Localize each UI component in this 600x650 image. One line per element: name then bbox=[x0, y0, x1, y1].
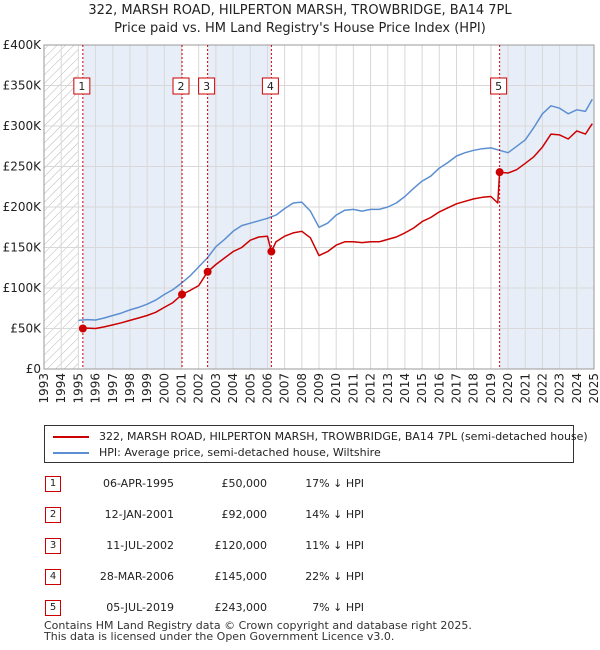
sale-number-badge: 3 bbox=[45, 538, 61, 554]
chart-legend: 322, MARSH ROAD, HILPERTON MARSH, TROWBR… bbox=[44, 425, 588, 463]
legend-item-hpi: HPI: Average price, semi-detached house,… bbox=[53, 445, 381, 461]
sale-hpi-diff: 22% ↓ HPI bbox=[305, 570, 364, 583]
sale-price: £145,000 bbox=[214, 570, 268, 583]
sale-number-badge: 2 bbox=[45, 507, 61, 523]
sale-number-label: 3 bbox=[203, 80, 210, 93]
x-tick-label: 2008 bbox=[295, 373, 309, 404]
chart-title: 322, MARSH ROAD, HILPERTON MARSH, TROWBR… bbox=[0, 2, 600, 38]
x-tick-label: 2007 bbox=[278, 373, 292, 404]
y-tick-label: £150K bbox=[3, 241, 43, 255]
legend-swatch-hpi bbox=[53, 452, 89, 454]
x-tick-label: 2001 bbox=[175, 373, 189, 404]
y-tick-label: £250K bbox=[3, 160, 43, 174]
x-tick-label: 2011 bbox=[346, 373, 360, 404]
sale-number-box bbox=[261, 77, 279, 95]
x-tick-label: 2004 bbox=[226, 373, 240, 404]
hpi-line bbox=[78, 98, 593, 322]
sale-row: 5 05-JUL-2019 £243,000 7% ↓ HPI bbox=[44, 600, 424, 616]
x-tick-label: 2005 bbox=[243, 373, 257, 404]
sale-row: 3 11-JUL-2002 £120,000 11% ↓ HPI bbox=[44, 538, 424, 554]
x-tick-label: 2023 bbox=[553, 373, 567, 404]
x-tick-label: 2010 bbox=[329, 373, 343, 404]
sale-date: 28-MAR-2006 bbox=[99, 570, 174, 583]
y-tick-label: £0 bbox=[26, 362, 41, 376]
x-tick-label: 2000 bbox=[157, 373, 171, 404]
plot-frame bbox=[43, 44, 595, 370]
sale-number-badge: 4 bbox=[45, 569, 61, 585]
x-tick-label: 1997 bbox=[106, 373, 120, 404]
sale-number-box bbox=[73, 77, 91, 95]
x-tick-label: 2012 bbox=[364, 373, 378, 404]
sale-date: 12-JAN-2001 bbox=[104, 508, 174, 521]
footer-line2: This data is licensed under the Open Gov… bbox=[44, 630, 395, 643]
sale-date: 06-APR-1995 bbox=[102, 477, 174, 490]
x-tick-label: 1996 bbox=[89, 373, 103, 404]
x-tick-label: 2015 bbox=[415, 373, 429, 404]
x-tick-label: 1995 bbox=[71, 373, 85, 404]
x-tick-label: 1999 bbox=[140, 373, 154, 404]
sale-price: £243,000 bbox=[214, 601, 268, 614]
legend-item-price: 322, MARSH ROAD, HILPERTON MARSH, TROWBR… bbox=[53, 429, 588, 445]
legend-label-hpi: HPI: Average price, semi-detached house,… bbox=[99, 446, 381, 459]
sale-number-label: 1 bbox=[78, 80, 85, 93]
price-chart: £0 £50K £100K £150K £200K £250K £300K £350K £400… bbox=[3, 38, 600, 404]
y-tick-label: £200K bbox=[3, 200, 43, 214]
sale-point bbox=[78, 324, 87, 333]
sale-point bbox=[178, 290, 187, 299]
sale-date: 11-JUL-2002 bbox=[106, 539, 174, 552]
x-tick-label: 2009 bbox=[312, 373, 326, 404]
sale-number-badge: 1 bbox=[45, 476, 61, 492]
x-tick-label: 2025 bbox=[587, 373, 600, 404]
footer-credits: Contains HM Land Registry data © Crown c… bbox=[44, 620, 472, 642]
x-tick-label: 2013 bbox=[381, 373, 395, 404]
x-tick-label: 1998 bbox=[123, 373, 137, 404]
sale-hpi-diff: 14% ↓ HPI bbox=[305, 508, 364, 521]
sale-hpi-diff: 7% ↓ HPI bbox=[312, 601, 364, 614]
sale-number-box bbox=[490, 77, 508, 95]
sale-number-label: 5 bbox=[495, 80, 502, 93]
y-tick-label: £300K bbox=[3, 119, 43, 133]
x-tick-label: 1994 bbox=[54, 373, 68, 404]
y-tick-label: £400K bbox=[3, 38, 43, 52]
sale-point bbox=[495, 168, 504, 177]
footer-line1: Contains HM Land Registry data © Crown c… bbox=[44, 619, 472, 632]
x-tick-label: 2021 bbox=[518, 373, 532, 404]
sale-row: 4 28-MAR-2006 £145,000 22% ↓ HPI bbox=[44, 569, 424, 585]
sale-row: 1 06-APR-1995 £50,000 17% ↓ HPI bbox=[44, 476, 424, 492]
x-tick-label: 2017 bbox=[450, 373, 464, 404]
sale-number-badge: 5 bbox=[45, 600, 61, 616]
sale-hpi-diff: 17% ↓ HPI bbox=[305, 477, 364, 490]
chart-title-line2: Price paid vs. HM Land Registry's House … bbox=[114, 21, 486, 36]
sale-date: 05-JUL-2019 bbox=[106, 601, 174, 614]
sale-price: £92,000 bbox=[221, 508, 268, 521]
price-paid-line bbox=[82, 123, 593, 330]
y-tick-label: £50K bbox=[10, 322, 42, 336]
x-tick-label: 1993 bbox=[37, 373, 51, 404]
sale-price: £120,000 bbox=[214, 539, 268, 552]
sale-point bbox=[267, 247, 276, 256]
x-tick-label: 2006 bbox=[260, 373, 274, 404]
sale-number-label: 2 bbox=[178, 80, 185, 93]
legend-swatch-price bbox=[53, 436, 89, 438]
y-tick-label: £350K bbox=[3, 79, 43, 93]
x-tick-label: 2016 bbox=[432, 373, 446, 404]
x-tick-label: 2024 bbox=[570, 373, 584, 404]
sale-price: £50,000 bbox=[221, 477, 268, 490]
y-tick-label: £100K bbox=[3, 281, 43, 295]
sale-hpi-diff: 11% ↓ HPI bbox=[305, 539, 364, 552]
chart-title-line1: 322, MARSH ROAD, HILPERTON MARSH, TROWBR… bbox=[88, 3, 512, 18]
sale-number-box bbox=[198, 77, 216, 95]
x-tick-label: 2019 bbox=[484, 373, 498, 404]
sale-point bbox=[203, 267, 212, 276]
sale-number-label: 4 bbox=[267, 80, 274, 93]
x-tick-label: 2020 bbox=[501, 373, 515, 404]
x-tick-label: 2003 bbox=[209, 373, 223, 404]
x-tick-label: 2002 bbox=[192, 373, 206, 404]
x-tick-label: 2014 bbox=[398, 373, 412, 404]
x-tick-label: 2022 bbox=[535, 373, 549, 404]
sale-row: 2 12-JAN-2001 £92,000 14% ↓ HPI bbox=[44, 507, 424, 523]
legend-label-price: 322, MARSH ROAD, HILPERTON MARSH, TROWBR… bbox=[99, 430, 588, 443]
x-tick-label: 2018 bbox=[467, 373, 481, 404]
sale-number-box bbox=[172, 77, 190, 95]
